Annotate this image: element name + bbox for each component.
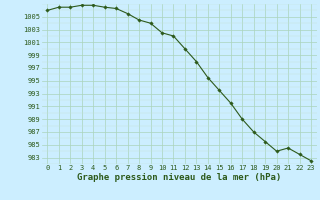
X-axis label: Graphe pression niveau de la mer (hPa): Graphe pression niveau de la mer (hPa) (77, 173, 281, 182)
